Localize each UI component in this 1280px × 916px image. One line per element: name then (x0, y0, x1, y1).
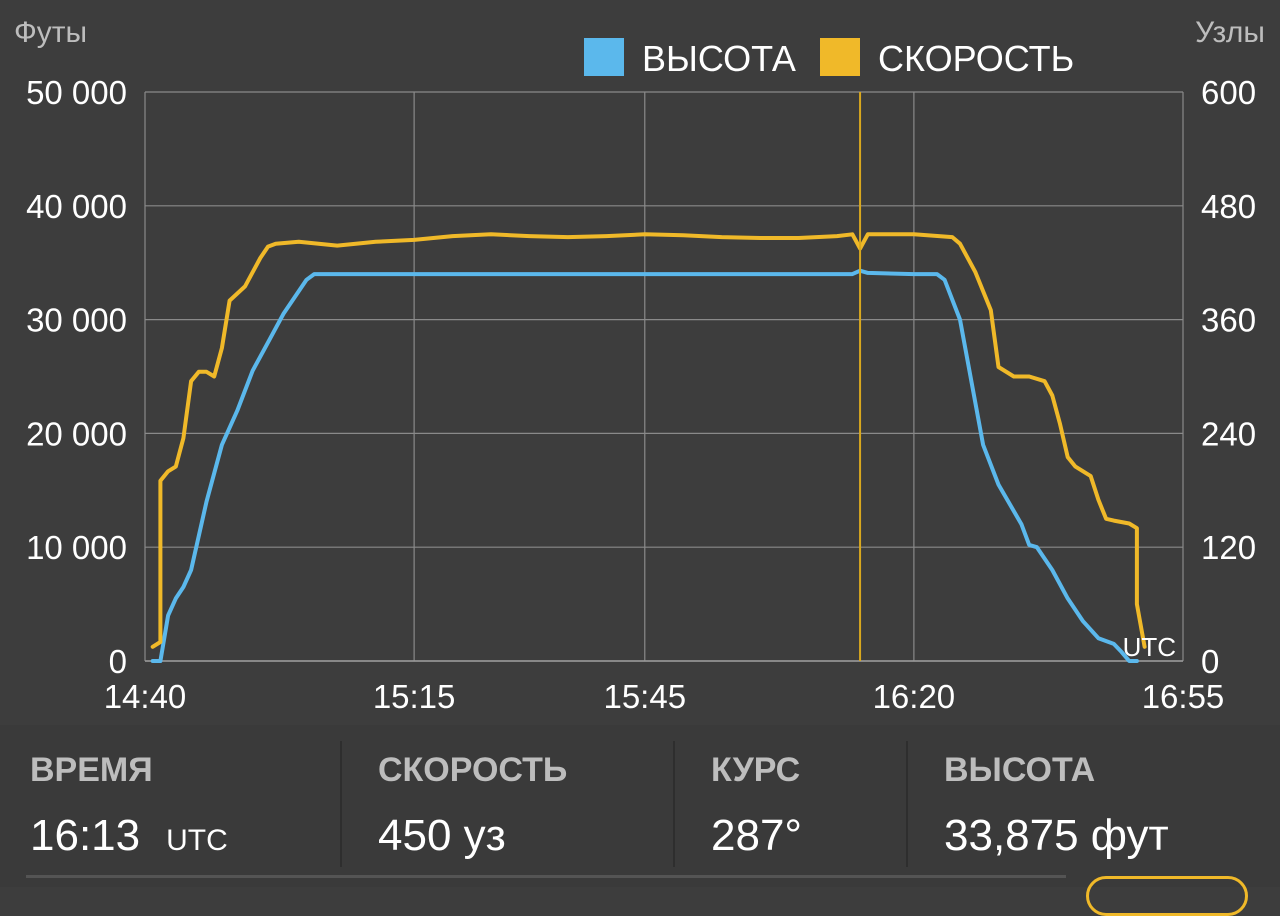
speed-cell: СКОРОСТЬ 450 уз (342, 725, 672, 887)
altitude-cell: ВЫСОТА 33,875 фут (908, 725, 1280, 887)
right-tick-label: 120 (1201, 529, 1256, 566)
heading-value: 287° (711, 811, 803, 860)
x-tick-label: 16:20 (873, 678, 956, 715)
divider (340, 741, 342, 867)
utc-label: UTC (1123, 632, 1176, 662)
left-axis-ticks: 0 10 000 20 000 30 000 40 000 50 000 (26, 74, 127, 680)
left-tick-label: 30 000 (26, 302, 127, 339)
time-label: ВРЕМЯ (30, 751, 153, 789)
legend-swatch-altitude (584, 38, 624, 76)
info-panel: ВРЕМЯ 16:13 UTC СКОРОСТЬ 450 уз КУРС 287°… (0, 725, 1280, 916)
altitude-label: ВЫСОТА (944, 751, 1096, 789)
right-axis-label: Узлы (1195, 16, 1265, 49)
time-value: 16:13 (30, 811, 141, 860)
right-tick-label: 480 (1201, 188, 1256, 225)
x-tick-label: 14:40 (104, 678, 187, 715)
heading-label: КУРС (711, 751, 801, 789)
left-tick-label: 10 000 (26, 529, 127, 566)
time-value-wrap: 16:13 UTC (30, 811, 228, 861)
time-cell: ВРЕМЯ 16:13 UTC (0, 725, 340, 887)
x-tick-label: 16:55 (1142, 678, 1225, 715)
left-tick-label: 40 000 (26, 188, 127, 225)
left-tick-label: 0 (109, 643, 127, 680)
left-axis-label: Футы (14, 16, 87, 49)
left-tick-label: 20 000 (26, 415, 127, 452)
x-tick-label: 15:45 (603, 678, 686, 715)
chart-svg[interactable]: 0 10 000 20 000 30 000 40 000 50 000 0 120 240 3… (0, 0, 1280, 725)
time-unit: UTC (166, 824, 228, 857)
bottom-separator (26, 875, 1066, 878)
legend-swatch-speed (820, 38, 860, 76)
right-tick-label: 0 (1201, 643, 1219, 680)
divider (906, 741, 908, 867)
heading-cell: КУРС 287° (675, 725, 905, 887)
series-line-speed (150, 232, 1147, 649)
divider (673, 741, 675, 867)
bottom-pill-button[interactable] (1086, 876, 1248, 916)
chart-grid (144, 91, 1184, 662)
right-tick-label: 240 (1201, 415, 1256, 452)
legend: ВЫСОТА СКОРОСТЬ (584, 38, 1074, 79)
legend-label-altitude: ВЫСОТА (642, 38, 796, 79)
x-tick-label: 15:15 (373, 678, 456, 715)
right-axis-ticks: 0 120 240 360 480 600 (1201, 74, 1256, 680)
left-tick-label: 50 000 (26, 74, 127, 111)
right-tick-label: 600 (1201, 74, 1256, 111)
altitude-value: 33,875 фут (944, 811, 1169, 860)
speed-value: 450 уз (378, 811, 506, 860)
chart-series (150, 232, 1147, 663)
speed-label: СКОРОСТЬ (378, 751, 568, 789)
x-axis-ticks: 14:40 15:15 15:45 16:20 16:55 (104, 678, 1225, 715)
right-tick-label: 360 (1201, 302, 1256, 339)
legend-label-speed: СКОРОСТЬ (878, 38, 1074, 79)
flight-chart[interactable]: 0 10 000 20 000 30 000 40 000 50 000 0 120 240 3… (0, 0, 1280, 725)
